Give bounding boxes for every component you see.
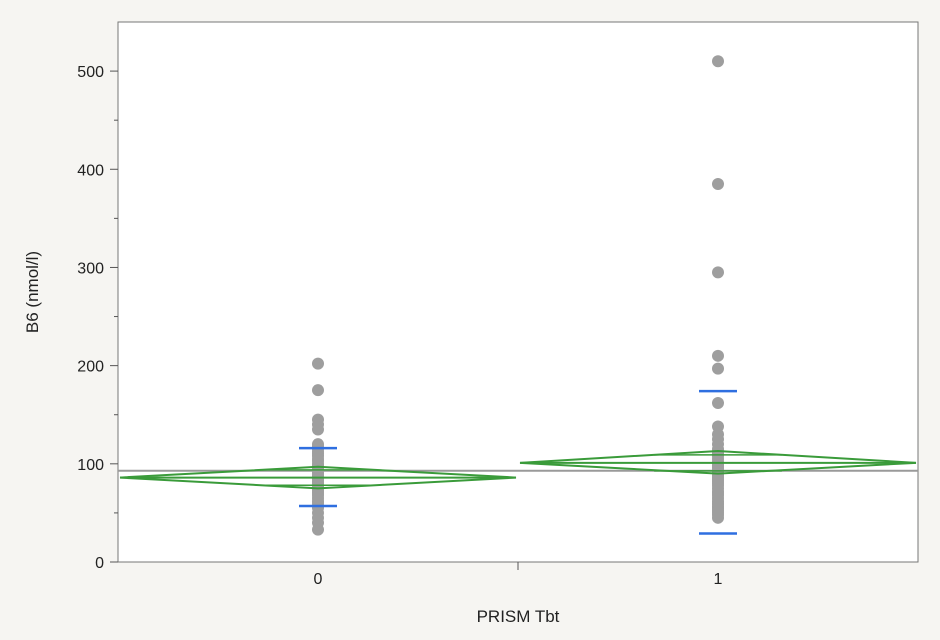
- plot-background: [117, 21, 919, 563]
- data-point: [312, 423, 324, 436]
- y-tick-label: 0: [95, 555, 104, 572]
- data-point: [712, 178, 724, 190]
- data-point: [712, 55, 724, 68]
- y-tick-label: 300: [77, 260, 104, 277]
- data-point: [312, 357, 324, 370]
- data-point: [712, 349, 724, 362]
- y-tick-label: 500: [77, 64, 104, 81]
- y-tick-label: 100: [77, 457, 104, 474]
- x-tick-label: 0: [314, 571, 323, 588]
- y-tick-label: 200: [77, 359, 104, 376]
- data-point: [712, 266, 724, 279]
- data-point: [312, 523, 324, 536]
- x-axis-label: PRISM Tbt: [477, 607, 560, 626]
- data-point: [712, 396, 724, 409]
- data-point: [312, 384, 324, 397]
- x-tick-label: 1: [714, 571, 723, 588]
- y-tick-label: 400: [77, 162, 104, 179]
- data-point: [712, 362, 724, 375]
- y-axis-label: B6 (nmol/l): [23, 251, 42, 333]
- data-point: [712, 511, 724, 524]
